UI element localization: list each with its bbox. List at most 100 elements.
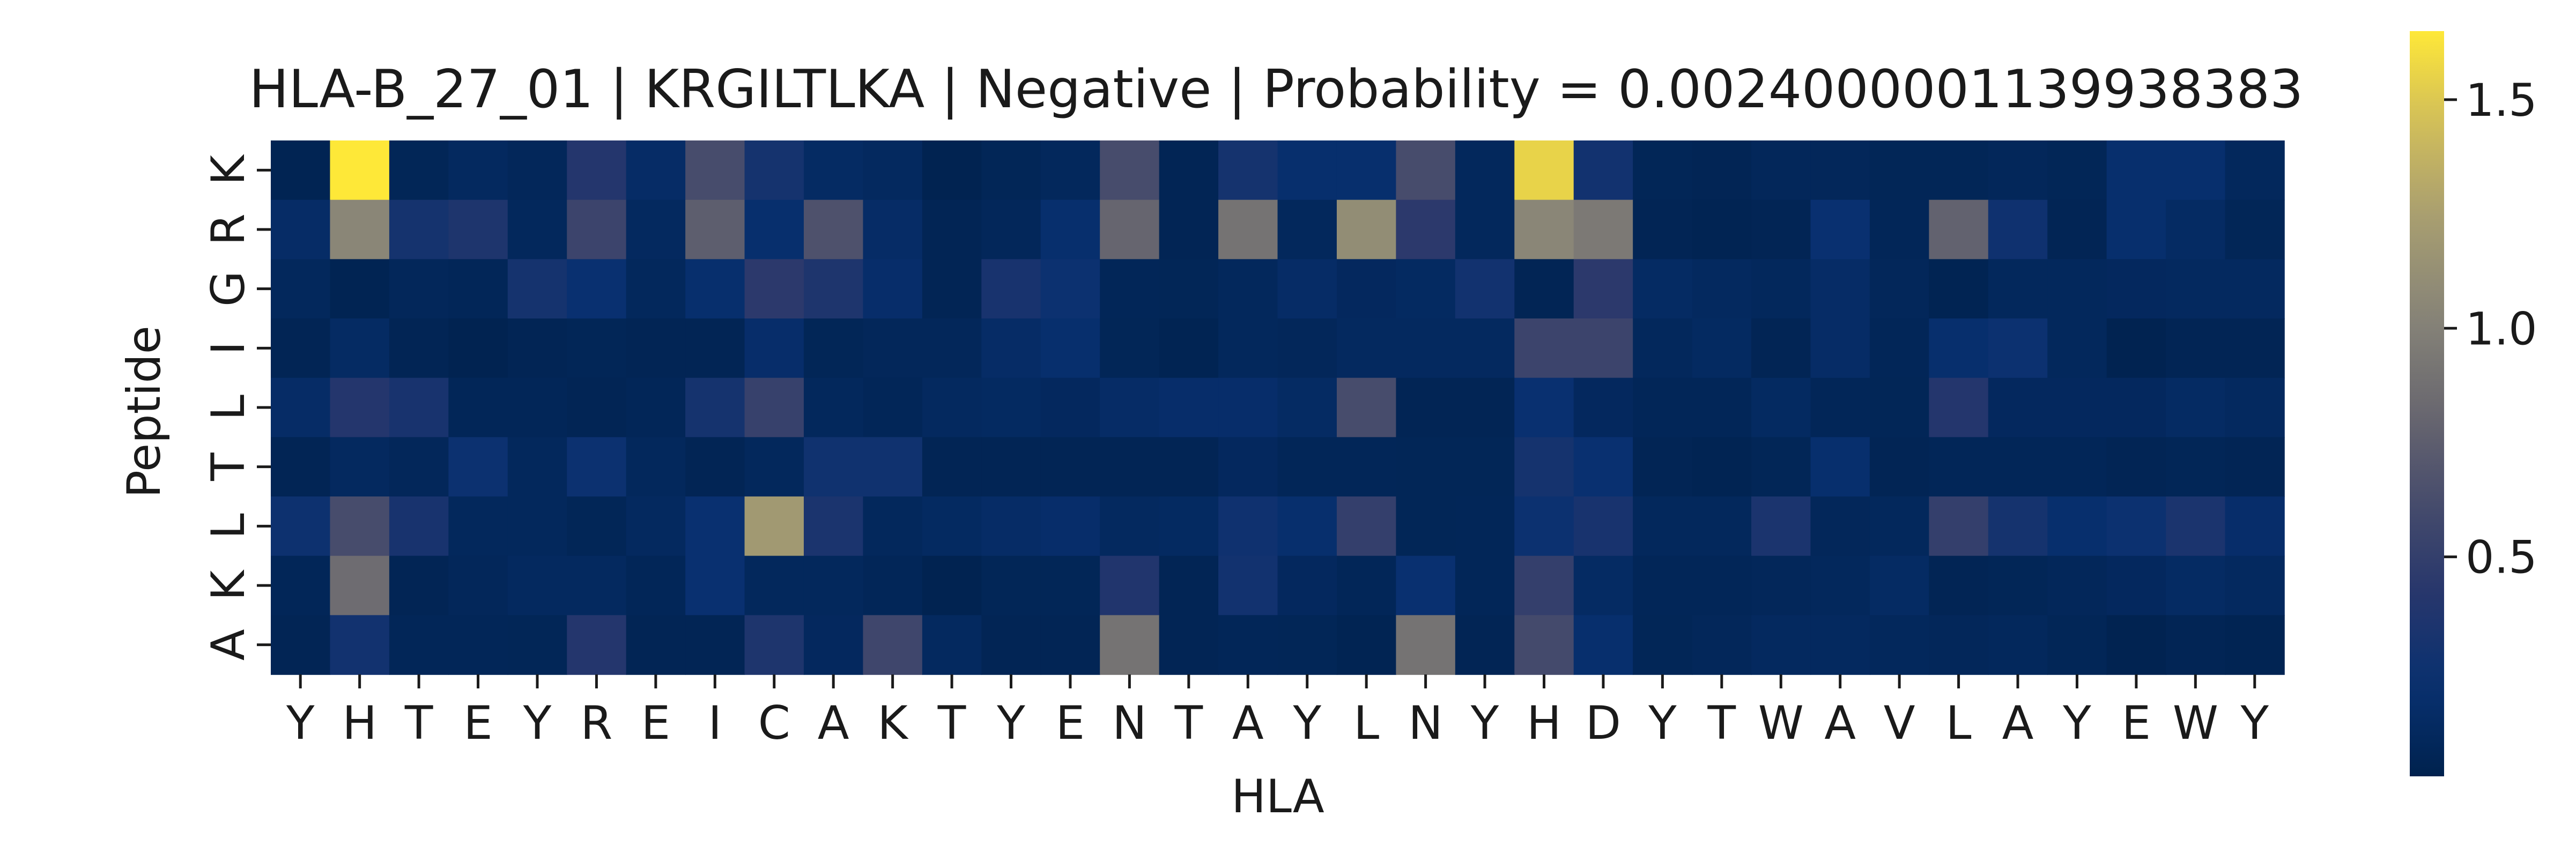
heatmap-cell [1633,199,1693,260]
heatmap-cell [1218,199,1278,260]
x-tick-label: C [758,696,790,750]
heatmap-cell [922,496,982,557]
heatmap-cell [744,259,804,319]
heatmap-cell [1869,377,1930,438]
heatmap-cell [330,555,390,616]
x-tick-label: N [1112,696,1146,750]
x-tick-label: A [1232,696,1264,750]
x-tick-label: N [1408,696,1442,750]
y-tick-label: L [202,513,255,539]
x-tick-label: Y [523,696,552,750]
heatmap-cell [507,318,567,379]
heatmap-cell [1396,555,1456,616]
heatmap-cell [2106,318,2166,379]
heatmap-cell [1929,318,1989,379]
heatmap-cell [863,140,923,201]
heatmap-cell [803,259,864,319]
heatmap-cell [389,496,449,557]
heatmap-cell [1573,318,1633,379]
heatmap-cell [2106,259,2166,319]
heatmap-cell [448,555,508,616]
colorbar-tick-label: 0.5 [2466,531,2537,584]
heatmap-cell [1929,437,1989,497]
heatmap-cell [1218,318,1278,379]
heatmap-cell [1040,555,1100,616]
heatmap-cell [2047,437,2107,497]
heatmap-cell [1100,555,1160,616]
heatmap-cell [1336,496,1397,557]
heatmap-cell [330,259,390,319]
heatmap-cell [922,615,982,675]
x-tick-label: Y [1470,696,1499,750]
heatmap-cell [1100,437,1160,497]
heatmap-cell [685,496,745,557]
heatmap-cell [1159,437,1219,497]
heatmap-cell [567,199,627,260]
heatmap-cell [1988,377,2048,438]
heatmap-cell [1277,318,1337,379]
heatmap-cell [863,318,923,379]
heatmap-cell [567,437,627,497]
heatmap-cell [626,496,686,557]
heatmap-cell [1692,199,1752,260]
heatmap-cell [863,496,923,557]
heatmap-cell [1040,496,1100,557]
heatmap-cell [1869,555,1930,616]
heatmap-cell [1573,437,1633,497]
heatmap-cell [1751,259,1811,319]
heatmap-cell [1573,555,1633,616]
heatmap-cell [1396,437,1456,497]
y-tick-label: L [202,395,255,420]
heatmap-cell [1159,555,1219,616]
heatmap-cell [1159,199,1219,260]
heatmap-cell [2047,199,2107,260]
heatmap-cell [1929,555,1989,616]
heatmap-cell [1692,377,1752,438]
heatmap-cell [1336,437,1397,497]
heatmap-cell [626,377,686,438]
x-tick-label: I [708,696,722,750]
heatmap-cell [1573,259,1633,319]
heatmap-cell [567,259,627,319]
heatmap-cell [2166,318,2226,379]
heatmap-cell [744,377,804,438]
heatmap-cell [981,140,1041,201]
heatmap-cell [1929,140,1989,201]
heatmap-cell [448,199,508,260]
heatmap-cell [685,555,745,616]
heatmap-cell [1692,615,1752,675]
heatmap-cell [567,555,627,616]
heatmap-cell [1100,140,1160,201]
y-tick-label: A [202,629,255,661]
heatmap-cell [448,140,508,201]
heatmap-cell [330,496,390,557]
heatmap-cell [1869,140,1930,201]
heatmap-cell [389,259,449,319]
heatmap-cell [863,259,923,319]
chart-title: HLA-B_27_01 | KRGILTLKA | Negative | Pro… [249,59,2304,120]
colorbar-tick-label: 1.0 [2466,302,2537,355]
y-tick-label: R [202,213,255,246]
heatmap-cell [1751,555,1811,616]
heatmap-cell [2166,140,2226,201]
heatmap-cell [922,140,982,201]
heatmap-cell [803,615,864,675]
heatmap-cell [1751,140,1811,201]
heatmap-cell [1336,140,1397,201]
heatmap-cell [567,318,627,379]
heatmap-cell [1396,318,1456,379]
heatmap-cell [922,199,982,260]
heatmap-cell [863,555,923,616]
heatmap-cell [1929,199,1989,260]
heatmap-cell [626,555,686,616]
heatmap-cell [685,437,745,497]
heatmap-cell [1810,140,1870,201]
heatmap-cell [2225,437,2285,497]
heatmap-cell [271,259,331,319]
heatmap-cell [2106,615,2166,675]
heatmap-cell [448,496,508,557]
heatmap-cell [2047,318,2107,379]
y-tick-label: G [202,271,255,307]
x-tick-label: A [1824,696,1856,750]
heatmap-cell [1455,496,1515,557]
